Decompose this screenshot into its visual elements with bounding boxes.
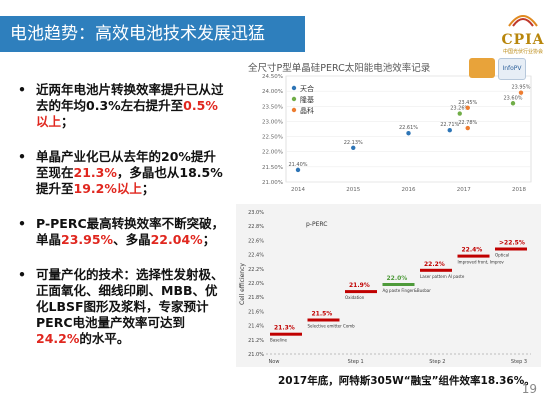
data-point: [465, 125, 470, 131]
y-tick-label: 21.4%: [248, 324, 264, 330]
bullet-dot-icon: •: [18, 82, 26, 97]
y-tick-label: 21.00%: [262, 180, 283, 186]
step-bar: [270, 332, 302, 336]
logo-text: CPIA: [501, 32, 545, 48]
data-label: 23.95%: [511, 85, 530, 91]
infopv-logo-icon: InfoPV: [498, 58, 526, 80]
legend-label: 天合: [300, 84, 314, 93]
slide-title: 电池趋势：高效电池技术发展迅猛: [0, 16, 305, 52]
data-label: 21.40%: [288, 162, 307, 168]
y-tick-label: 21.6%: [248, 309, 264, 315]
perc-record-chart: 全尺寸P型单晶硅PERC太阳能电池效率记录 InfoPV 21.00% 21.50…: [236, 58, 541, 200]
data-point: [457, 111, 462, 116]
data-point: [510, 101, 516, 106]
y-tick-label: 22.8%: [248, 224, 264, 230]
scatter-plot: 21.00% 21.50% 22.00% 22.50% 23.00% 23.50% 24.0…: [262, 74, 532, 193]
y-tick-label: 21.50%: [262, 165, 283, 171]
step-bar: [420, 268, 452, 272]
y-tick-label: 23.00%: [262, 119, 283, 125]
y-tick-label: 22.00%: [262, 150, 283, 156]
y-tick-label: 21.2%: [248, 338, 264, 344]
x-tick-label: Step 3: [511, 359, 527, 365]
step-value-label: >22.5%: [499, 240, 525, 247]
bullet-list: • 近两年电池片转换效率提升已从过去的年均0.3%左右提升至0.5%以上； • 单晶…: [12, 82, 227, 366]
x-tick-label: Now: [269, 359, 280, 365]
legend-label: 隆基: [300, 95, 314, 104]
x-tick-label: 2016: [402, 187, 416, 193]
x-tick-label: 2015: [346, 187, 360, 193]
step-value-label: 21.5%: [312, 311, 333, 318]
bullet-dot-icon: •: [18, 216, 26, 231]
chart-title: 全尺寸P型单晶硅PERC太阳能电池效率记录: [248, 63, 431, 74]
x-tick-label: Step 1: [348, 359, 364, 365]
step-bar: [382, 283, 415, 286]
x-tick-label: 2017: [457, 187, 471, 193]
step-bar: [495, 247, 527, 251]
step-value-label: 22.0%: [387, 275, 408, 282]
legend-marker: [291, 107, 297, 113]
data-point: [351, 145, 356, 150]
bullet-item-2: • 单晶产业化已从去年的20%提升至现在21.3%，多晶也从18.5%提升至19.…: [18, 149, 223, 196]
step-name-label: Oxidation: [345, 295, 365, 300]
data-label: 22.71%: [440, 122, 459, 128]
bullet-item-3: • P-PERC最高转换效率不断突破，单晶23.95%、多晶22.04%；: [18, 216, 225, 247]
data-point: [518, 90, 524, 95]
bullet-dot-icon: •: [18, 149, 26, 164]
step-value-label: 21.9%: [349, 282, 370, 289]
step-name-label: Selective emitter Comb: [308, 324, 356, 329]
step-value-label: 21.3%: [274, 325, 295, 332]
step-name-label: Baseline: [270, 338, 287, 343]
data-label: 22.13%: [344, 140, 363, 146]
bullet-dot-icon: •: [18, 267, 26, 282]
y-axis-label: Cell efficiency: [239, 263, 246, 305]
module-caption: 2017年底，阿特斯305W“融宝”组件效率18.36%。: [278, 375, 535, 387]
step-value-label: 22.4%: [462, 247, 483, 254]
step-name-label: Ag paste Finger&Busbar: [383, 288, 432, 293]
data-point: [295, 167, 301, 173]
y-tick-label: 21.8%: [248, 295, 264, 301]
logo-subtext: 中国光伏行业协会: [502, 49, 543, 55]
y-tick-label: 23.0%: [248, 210, 264, 216]
step-bar: [345, 290, 377, 294]
y-tick-label: 22.50%: [262, 135, 283, 141]
step-value-label: 22.2%: [424, 261, 445, 268]
x-tick-label: 2014: [291, 187, 305, 193]
data-label: 23.60%: [503, 95, 522, 101]
y-tick-label: 21.0%: [248, 352, 264, 358]
y-tick-label: 22.0%: [248, 281, 264, 287]
step-name-label: Improved front, Improv: [458, 260, 505, 265]
y-tick-label: 22.4%: [248, 253, 264, 259]
data-label: 22.78%: [458, 120, 477, 126]
data-label: 22.61%: [399, 125, 418, 131]
legend-marker: [291, 85, 297, 91]
step-bar: [307, 318, 340, 322]
bullet-item-1: • 近两年电池片转换效率提升已从过去的年均0.3%左右提升至0.5%以上；: [18, 82, 224, 129]
plot-area: [285, 75, 532, 183]
y-tick-label: 23.50%: [262, 104, 283, 110]
y-tick-label: 22.6%: [248, 238, 264, 244]
step-name-label: Optical: [495, 253, 509, 258]
step-name-label: Laser pattern Al paste: [420, 274, 465, 279]
bullet-item-4: • 可量产化的技术：选择性发射极、正面氧化、细线印刷、MBB、优化LBSF图形及浆…: [18, 267, 224, 346]
y-tick-label: 22.2%: [248, 267, 264, 273]
legend-label: 晶科: [300, 106, 314, 115]
data-label: 23.45%: [458, 100, 477, 106]
x-tick-label: 2018: [512, 187, 526, 193]
data-label: 23.26%: [450, 106, 469, 112]
y-tick-label: 24.50%: [262, 74, 283, 80]
legend-marker: [291, 96, 297, 102]
page-number: 19: [521, 382, 537, 396]
step-bar-chart: Cell efficiency p-PERC 21.0% 21.2% 21.4% 21.6…: [239, 210, 531, 365]
data-point: [406, 131, 411, 136]
cpia-logo: CPIA 中国光伏行业协会: [495, 6, 551, 55]
x-tick-label: Step 2: [429, 359, 445, 365]
efficiency-roadmap-chart: Cell efficiency p-PERC 21.0% 21.2% 21.4% 21.6…: [236, 204, 541, 367]
company-logo-icon: [469, 58, 495, 78]
sun-emblem-icon: [508, 15, 538, 27]
step-bar: [457, 254, 490, 258]
data-point: [447, 128, 452, 133]
data-point: [465, 105, 470, 110]
y-tick-label: 24.00%: [262, 89, 283, 95]
chart-title: p-PERC: [306, 221, 327, 228]
